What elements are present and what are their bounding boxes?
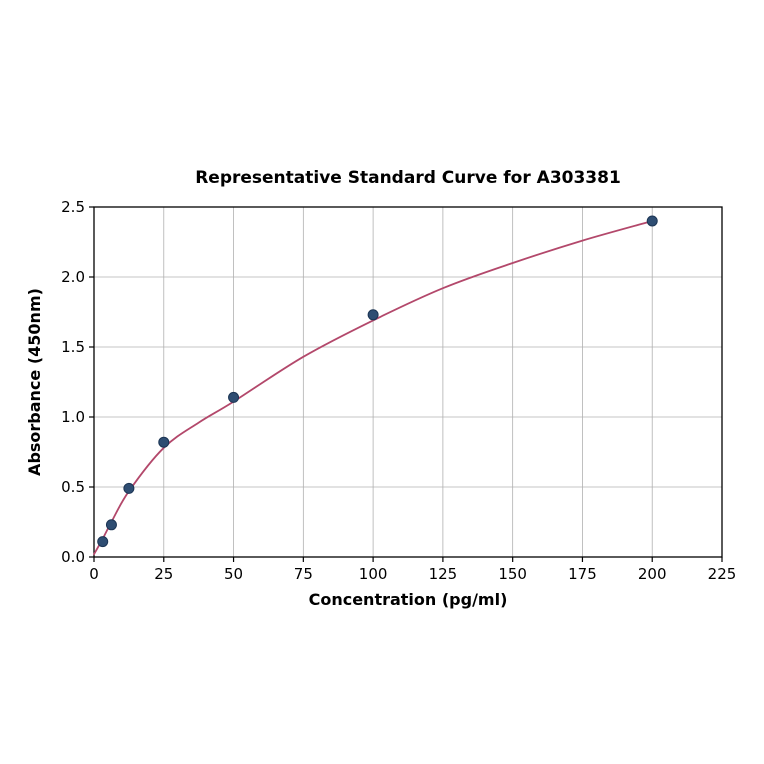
x-tick-label: 50 [224,565,243,583]
x-tick-label: 225 [708,565,737,583]
x-tick-label: 175 [568,565,597,583]
data-point [367,309,379,321]
data-point [158,436,170,448]
x-tick-label: 25 [154,565,173,583]
data-point [97,536,109,548]
x-tick-label: 200 [638,565,667,583]
y-tick-label: 2.5 [61,198,85,216]
x-tick-label: 150 [498,565,527,583]
data-point [123,482,135,494]
x-tick-label: 0 [89,565,99,583]
plot-frame [93,206,723,558]
x-tick-label: 125 [429,565,458,583]
y-tick-label: 1.5 [61,338,85,356]
x-tick-label: 100 [359,565,388,583]
x-axis-label: Concentration (pg/ml) [309,590,508,609]
x-tick-label: 75 [294,565,313,583]
data-point [105,519,117,531]
chart-title: Representative Standard Curve for A30338… [195,168,621,188]
plot-area: 0 25 50 75 100 125 150 175 200 225 0.0 0.5 1.0 1.5 2.0… [61,198,736,583]
y-tick-label: 0.0 [61,548,85,566]
data-point [228,391,240,403]
y-axis-label: Absorbance (450nm) [25,288,44,476]
y-tick-label: 0.5 [61,478,85,496]
y-tick-label: 1.0 [61,408,85,426]
y-tick-label: 2.0 [61,268,85,286]
data-point [646,215,658,227]
